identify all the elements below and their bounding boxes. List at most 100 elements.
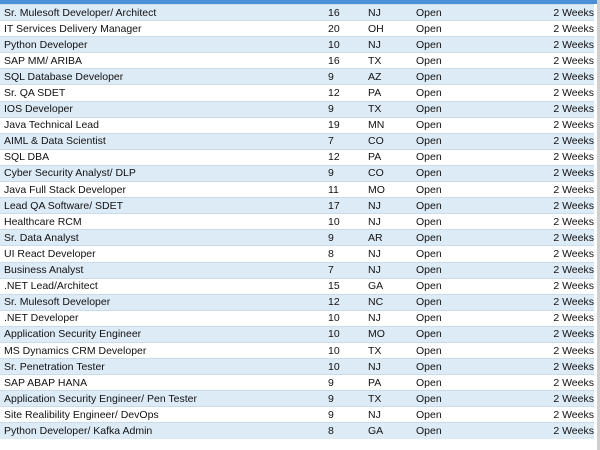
- table-row[interactable]: Python Developer 10 NJ Open 2 Weeks: [0, 36, 594, 53]
- duration-cell: 2 Weeks: [542, 325, 594, 343]
- state-cell: NJ: [364, 197, 412, 214]
- duration-cell: 2 Weeks: [542, 84, 594, 102]
- table-row[interactable]: SAP ABAP HANA 9 PA Open 2 Weeks: [0, 374, 594, 391]
- openings-count-cell: 12: [324, 148, 364, 166]
- openings-count-cell: 15: [324, 277, 364, 295]
- duration-cell: 2 Weeks: [542, 406, 594, 423]
- job-title-cell: SQL DBA: [0, 148, 324, 166]
- status-cell: Open: [412, 406, 542, 423]
- openings-count-cell: 10: [324, 325, 364, 343]
- table-row[interactable]: SQL DBA 12 PA Open 2 Weeks: [0, 148, 594, 166]
- table-row[interactable]: Java Full Stack Developer 11 MO Open 2 Weeks: [0, 181, 594, 198]
- job-title-cell: IOS Developer: [0, 100, 324, 118]
- openings-count-cell: 10: [324, 36, 364, 53]
- openings-count-cell: 8: [324, 245, 364, 262]
- job-title-cell: Site Realibility Engineer/ DevOps: [0, 406, 324, 423]
- openings-count-cell: 8: [324, 422, 364, 439]
- duration-cell: 2 Weeks: [542, 293, 594, 311]
- duration-cell: 2 Weeks: [542, 164, 594, 182]
- table-row[interactable]: Sr. Mulesoft Developer 12 NC Open 2 Weeks: [0, 293, 594, 311]
- table-row[interactable]: AIML & Data Scientist 7 CO Open 2 Weeks: [0, 132, 594, 150]
- table-row[interactable]: MS Dynamics CRM Developer 10 TX Open 2 Weeks: [0, 341, 594, 359]
- job-title-cell: .NET Lead/Architect: [0, 277, 324, 295]
- table-row[interactable]: Healthcare RCM 10 NJ Open 2 Weeks: [0, 213, 594, 230]
- duration-cell: 2 Weeks: [542, 374, 594, 391]
- state-cell: CO: [364, 132, 412, 150]
- job-title-cell: Healthcare RCM: [0, 213, 324, 230]
- openings-count-cell: 9: [324, 406, 364, 423]
- table-row[interactable]: Cyber Security Analyst/ DLP 9 CO Open 2 Week…: [0, 164, 594, 182]
- job-title-cell: Application Security Engineer: [0, 325, 324, 343]
- state-cell: MN: [364, 116, 412, 134]
- table-row[interactable]: SQL Database Developer 9 AZ Open 2 Weeks: [0, 68, 594, 85]
- duration-cell: 2 Weeks: [542, 390, 594, 407]
- status-cell: Open: [412, 164, 542, 182]
- job-title-cell: Application Security Engineer/ Pen Teste…: [0, 390, 324, 407]
- table-row[interactable]: Sr. Data Analyst 9 AR Open 2 Weeks: [0, 229, 594, 246]
- state-cell: TX: [364, 52, 412, 69]
- table-row[interactable]: Java Technical Lead 19 MN Open 2 Weeks: [0, 116, 594, 134]
- state-cell: MO: [364, 181, 412, 198]
- job-title-cell: Sr. Data Analyst: [0, 229, 324, 246]
- openings-count-cell: 9: [324, 229, 364, 246]
- job-title-cell: Java Full Stack Developer: [0, 181, 324, 198]
- state-cell: NJ: [364, 213, 412, 230]
- table-row[interactable]: Sr. QA SDET 12 PA Open 2 Weeks: [0, 84, 594, 102]
- table-row[interactable]: Site Realibility Engineer/ DevOps 9 NJ Open…: [0, 406, 594, 423]
- duration-cell: 2 Weeks: [542, 3, 594, 21]
- openings-count-cell: 7: [324, 132, 364, 150]
- jobs-table: Sr. Mulesoft Developer/ Architect 16 NJ Ope…: [0, 3, 594, 439]
- table-row[interactable]: .NET Lead/Architect 15 GA Open 2 Weeks: [0, 277, 594, 295]
- job-title-cell: MS Dynamics CRM Developer: [0, 341, 324, 359]
- openings-count-cell: 10: [324, 358, 364, 375]
- status-cell: Open: [412, 261, 542, 279]
- status-cell: Open: [412, 358, 542, 375]
- duration-cell: 2 Weeks: [542, 197, 594, 214]
- openings-count-cell: 9: [324, 100, 364, 118]
- state-cell: NJ: [364, 245, 412, 262]
- duration-cell: 2 Weeks: [542, 309, 594, 327]
- status-cell: Open: [412, 309, 542, 327]
- openings-count-cell: 16: [324, 3, 364, 21]
- vertical-scrollbar[interactable]: [597, 0, 600, 450]
- status-cell: Open: [412, 116, 542, 134]
- state-cell: NJ: [364, 406, 412, 423]
- table-row[interactable]: IOS Developer 9 TX Open 2 Weeks: [0, 100, 594, 118]
- state-cell: GA: [364, 422, 412, 439]
- table-row[interactable]: SAP MM/ ARIBA 16 TX Open 2 Weeks: [0, 52, 594, 69]
- status-cell: Open: [412, 20, 542, 37]
- duration-cell: 2 Weeks: [542, 116, 594, 134]
- job-title-cell: Sr. Mulesoft Developer: [0, 293, 324, 311]
- table-row[interactable]: .NET Developer 10 NJ Open 2 Weeks: [0, 309, 594, 327]
- job-title-cell: Sr. Penetration Tester: [0, 358, 324, 375]
- state-cell: NJ: [364, 36, 412, 53]
- status-cell: Open: [412, 132, 542, 150]
- state-cell: NC: [364, 293, 412, 311]
- openings-count-cell: 10: [324, 213, 364, 230]
- status-cell: Open: [412, 181, 542, 198]
- table-row[interactable]: Application Security Engineer 10 MO Open 2 W…: [0, 325, 594, 343]
- state-cell: CO: [364, 164, 412, 182]
- table-row[interactable]: IT Services Delivery Manager 20 OH Open 2 We…: [0, 20, 594, 37]
- status-cell: Open: [412, 245, 542, 262]
- status-cell: Open: [412, 3, 542, 21]
- job-title-cell: Business Analyst: [0, 261, 324, 279]
- table-row[interactable]: Sr. Mulesoft Developer/ Architect 16 NJ Ope…: [0, 3, 594, 21]
- duration-cell: 2 Weeks: [542, 422, 594, 439]
- status-cell: Open: [412, 293, 542, 311]
- state-cell: TX: [364, 341, 412, 359]
- table-row[interactable]: UI React Developer 8 NJ Open 2 Weeks: [0, 245, 594, 262]
- job-title-cell: Lead QA Software/ SDET: [0, 197, 324, 214]
- duration-cell: 2 Weeks: [542, 36, 594, 53]
- status-cell: Open: [412, 341, 542, 359]
- table-row[interactable]: Sr. Penetration Tester 10 NJ Open 2 Weeks: [0, 358, 594, 375]
- table-row[interactable]: Lead QA Software/ SDET 17 NJ Open 2 Weeks: [0, 197, 594, 214]
- table-row[interactable]: Business Analyst 7 NJ Open 2 Weeks: [0, 261, 594, 279]
- state-cell: TX: [364, 100, 412, 118]
- state-cell: OH: [364, 20, 412, 37]
- openings-count-cell: 9: [324, 374, 364, 391]
- duration-cell: 2 Weeks: [542, 277, 594, 295]
- status-cell: Open: [412, 84, 542, 102]
- table-row[interactable]: Python Developer/ Kafka Admin 8 GA Open 2 We…: [0, 422, 594, 439]
- table-row[interactable]: Application Security Engineer/ Pen Teste…: [0, 390, 594, 407]
